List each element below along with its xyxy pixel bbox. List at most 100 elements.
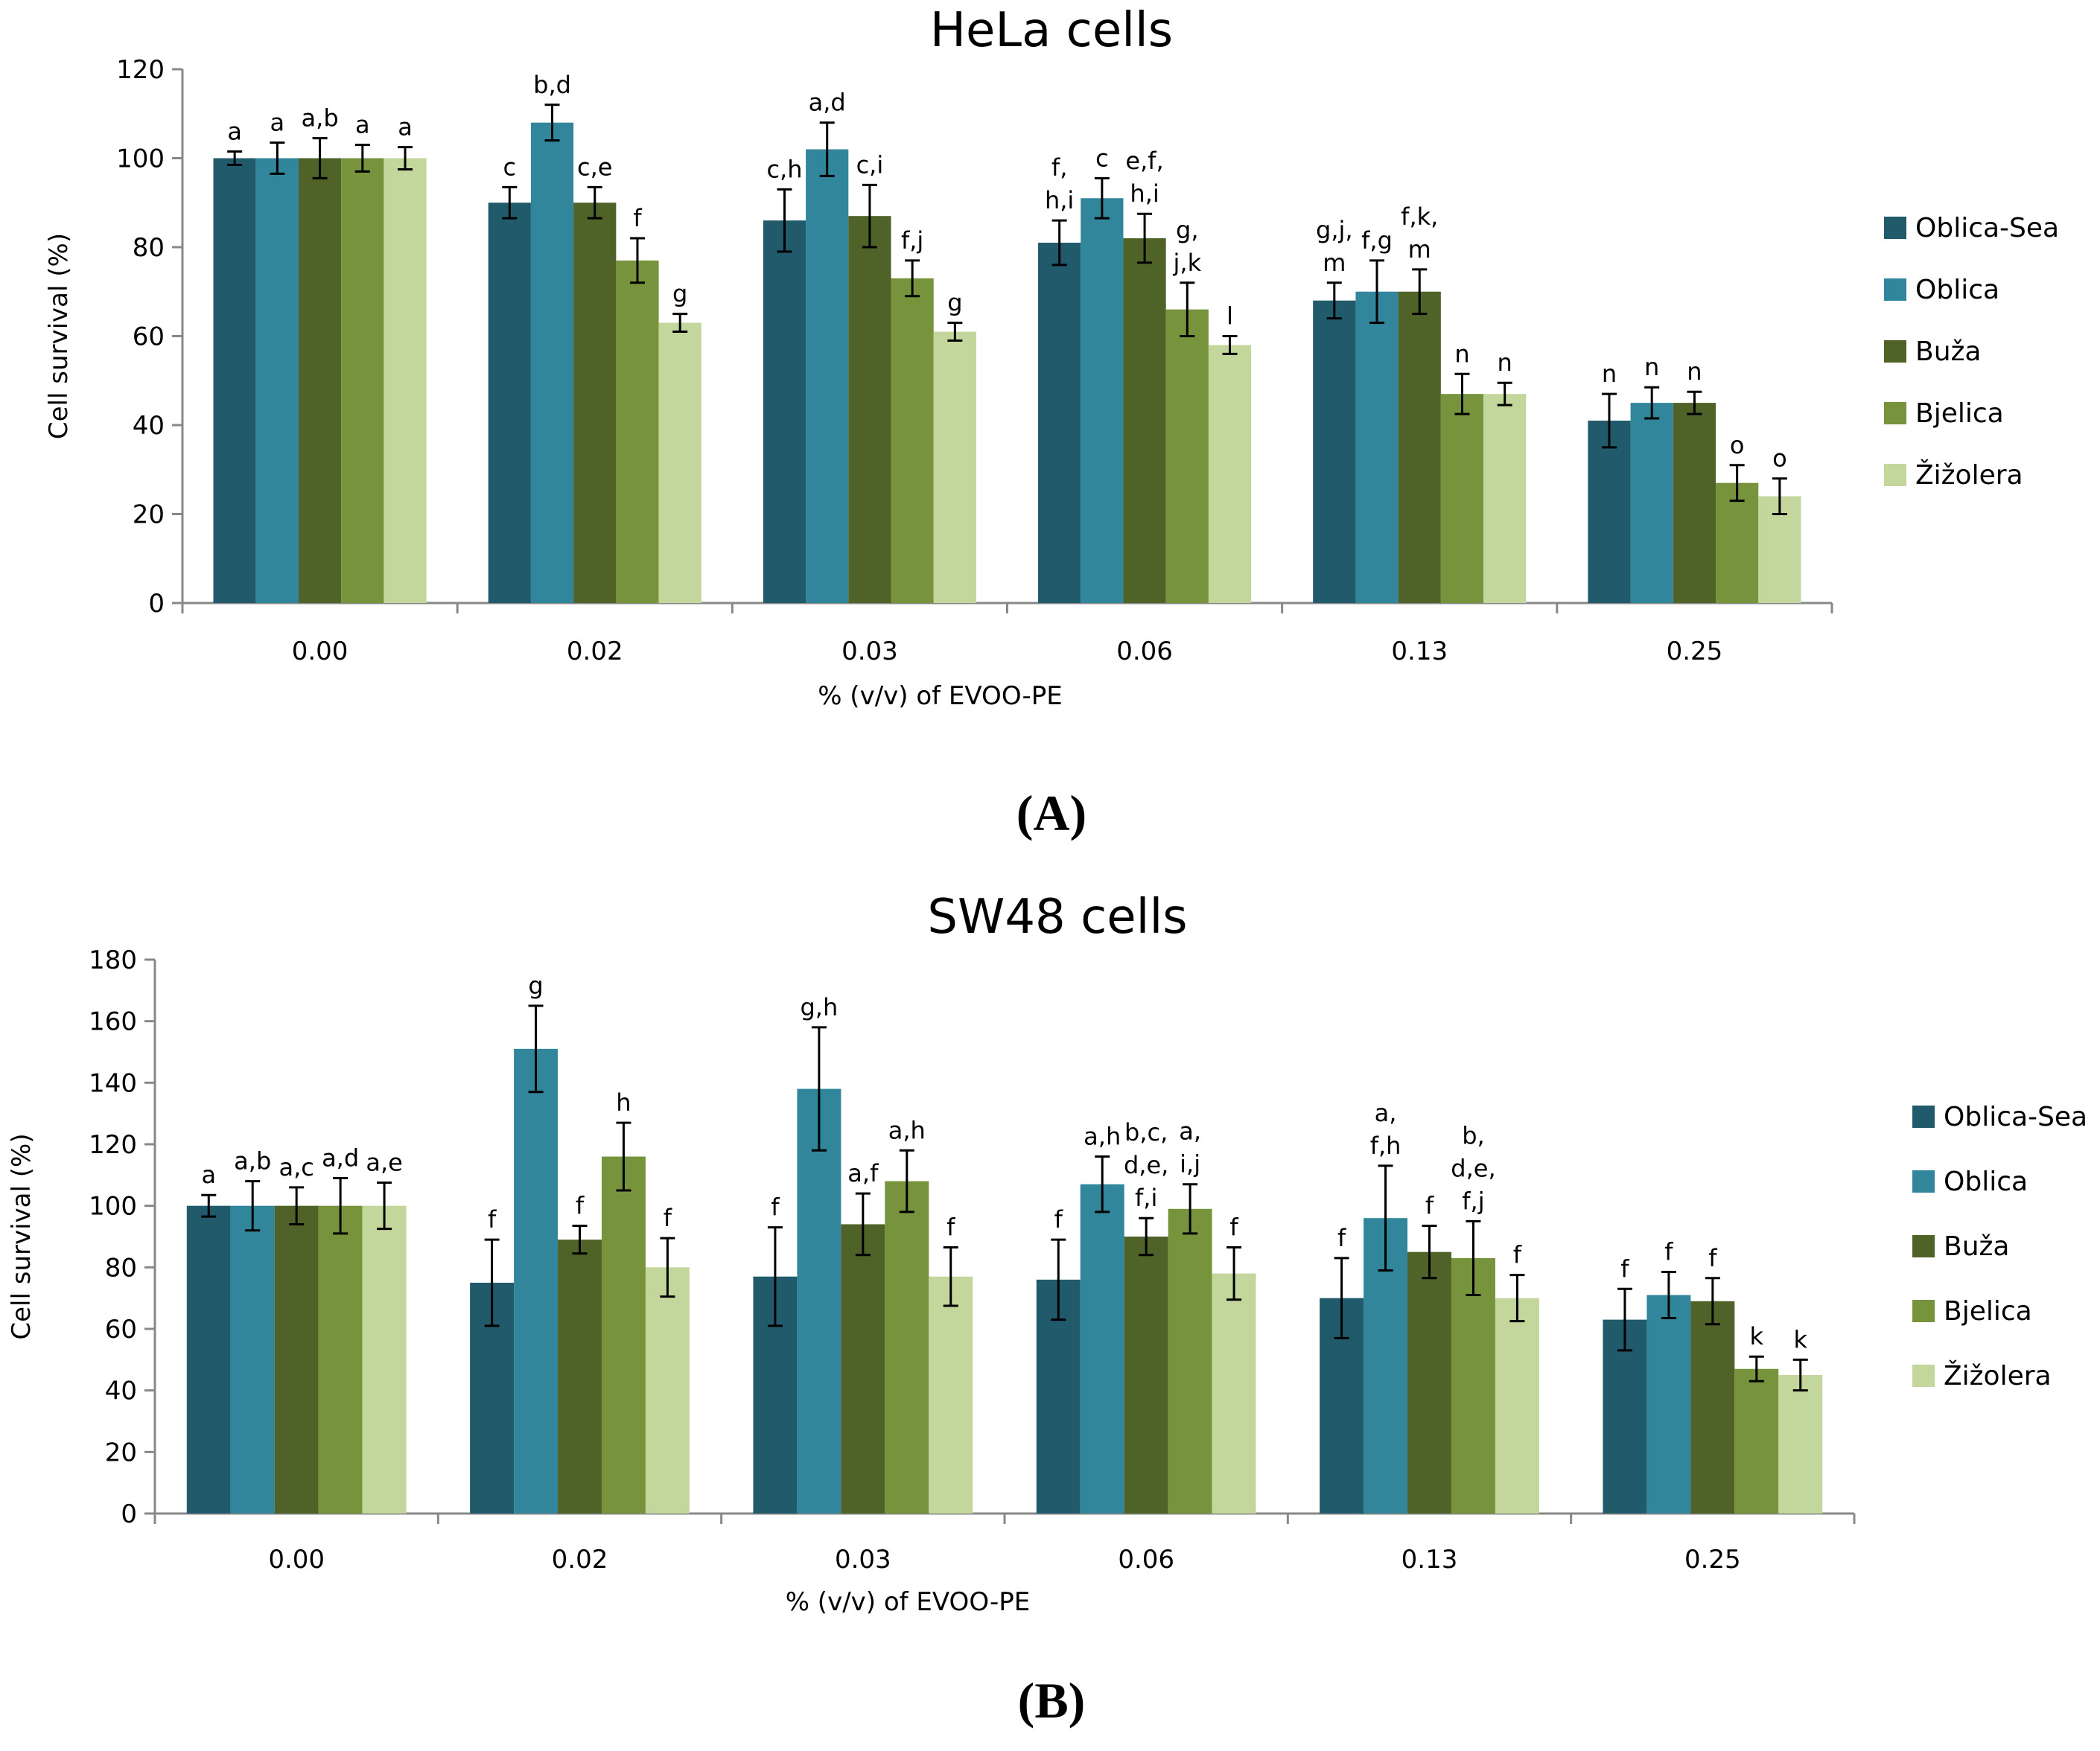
significance-label: g,h (800, 993, 838, 1021)
significance-label: g,j, (1316, 216, 1353, 244)
significance-label: c (1095, 144, 1109, 172)
bar (1630, 403, 1673, 603)
significance-label: h,i (1130, 179, 1159, 208)
significance-label: c,e (577, 153, 612, 181)
significance-label: c,h (766, 155, 802, 183)
legend: Oblica-Sea Oblica Buža Bjelica Žižolera (1912, 1102, 2087, 1391)
chart-title: HeLa cells (930, 3, 1173, 58)
significance-label: c (503, 153, 517, 181)
bar (1212, 1273, 1256, 1514)
bar (274, 1205, 319, 1514)
x-tick-label: 0.13 (1401, 1545, 1458, 1575)
legend-label: Oblica (1944, 1167, 2028, 1197)
significance-label: b,d (533, 71, 571, 99)
bar (1355, 291, 1399, 603)
significance-label: a (201, 1161, 216, 1189)
significance-label: f,i (1135, 1184, 1157, 1212)
bar (1081, 198, 1124, 603)
bar (658, 322, 701, 603)
significance-label: o (1772, 444, 1787, 473)
y-tick-label: 180 (89, 945, 137, 975)
y-tick-label: 120 (116, 55, 165, 85)
bar (1407, 1251, 1451, 1514)
bar (1603, 1319, 1647, 1514)
significance-label: k (1750, 1322, 1764, 1350)
y-tick-label: 100 (116, 144, 165, 174)
significance-label: f (1054, 1205, 1063, 1234)
significance-label: f,h (1370, 1132, 1401, 1160)
y-tick-label: 0 (148, 589, 165, 619)
bar (763, 220, 806, 603)
x-tick-label: 0.02 (552, 1545, 608, 1575)
significance-label: k (1793, 1325, 1807, 1353)
significance-label: a,f (847, 1159, 879, 1187)
panel-label: (A) (1016, 785, 1086, 841)
x-tick-label: 0.06 (1116, 637, 1173, 666)
x-axis-label: % (v/v) of EVOO-PE (818, 681, 1063, 711)
chart-sw48: SW48 cells 0 20 40 60 80 100 120 140 160 180 Cell s… (7, 890, 2087, 1617)
significance-label: f (771, 1193, 780, 1222)
bar (1716, 482, 1759, 603)
bar (1690, 1301, 1735, 1514)
significance-label: f,j (901, 226, 923, 255)
legend-label: Buža (1944, 1231, 2009, 1262)
bar (1123, 238, 1166, 603)
bar (929, 1276, 973, 1514)
bar (255, 158, 299, 603)
bar (1124, 1237, 1168, 1514)
y-tick-label: 20 (105, 1438, 137, 1467)
bar (1165, 309, 1209, 603)
bar (1398, 291, 1441, 603)
bar (488, 202, 531, 603)
x-tick-label: 0.25 (1667, 637, 1723, 666)
bar (298, 158, 342, 603)
significance-label: i,j (1180, 1150, 1200, 1179)
significance-label: e,f, (1125, 147, 1163, 175)
bar (601, 1156, 646, 1514)
significance-label: n (1687, 357, 1702, 386)
legend-label: Oblica-Sea (1915, 213, 2059, 243)
series-bjelica: a,d h a,h a, i,j b, d,e, f,j k (318, 1088, 1779, 1514)
significance-label: f (633, 204, 642, 232)
x-tick-label: 0.13 (1391, 637, 1448, 666)
bar (573, 202, 617, 603)
legend-label: Buža (1915, 337, 1981, 367)
bar (1673, 403, 1716, 603)
chart-hela: HeLa cells 0 20 40 60 80 100 120 Cell survival (… (44, 3, 2059, 711)
bar (1080, 1184, 1124, 1514)
significance-label: f (1337, 1224, 1346, 1252)
significance-label: d,e, (1124, 1151, 1168, 1179)
significance-label: n (1602, 360, 1617, 388)
significance-label: a (227, 118, 242, 146)
y-tick-label: 20 (133, 500, 165, 530)
legend-swatch (1884, 217, 1906, 239)
legend-swatch (1912, 1170, 1935, 1193)
legend-swatch (1884, 402, 1906, 424)
y-tick-label: 60 (133, 322, 165, 352)
significance-label: n (1454, 339, 1469, 368)
bar (933, 331, 976, 603)
significance-label: f (1620, 1254, 1629, 1283)
bar (1734, 1368, 1779, 1514)
bar (806, 149, 849, 604)
bar (1208, 345, 1252, 603)
significance-label: f (1229, 1213, 1238, 1241)
significance-label: c,i (856, 150, 884, 179)
significance-label: b, (1462, 1121, 1484, 1149)
bar (1168, 1208, 1212, 1514)
bar (645, 1267, 690, 1514)
significance-label: a (355, 111, 370, 139)
legend: Oblica-Sea Oblica Buža Bjelica Žižolera (1884, 213, 2059, 491)
significance-label: a (398, 113, 413, 141)
significance-label: f (946, 1213, 955, 1241)
bar (1313, 300, 1356, 603)
significance-label: n (1644, 353, 1659, 381)
significance-label: l (1226, 302, 1233, 331)
series-bu-a: a,b c,e c,i e,f, h,i f,k, m n (298, 104, 1716, 603)
legend-swatch (1884, 340, 1906, 363)
y-tick-label: 60 (105, 1315, 137, 1345)
significance-label: f (1708, 1244, 1717, 1272)
y-tick-label: 0 (121, 1499, 137, 1529)
bar (362, 1205, 407, 1514)
